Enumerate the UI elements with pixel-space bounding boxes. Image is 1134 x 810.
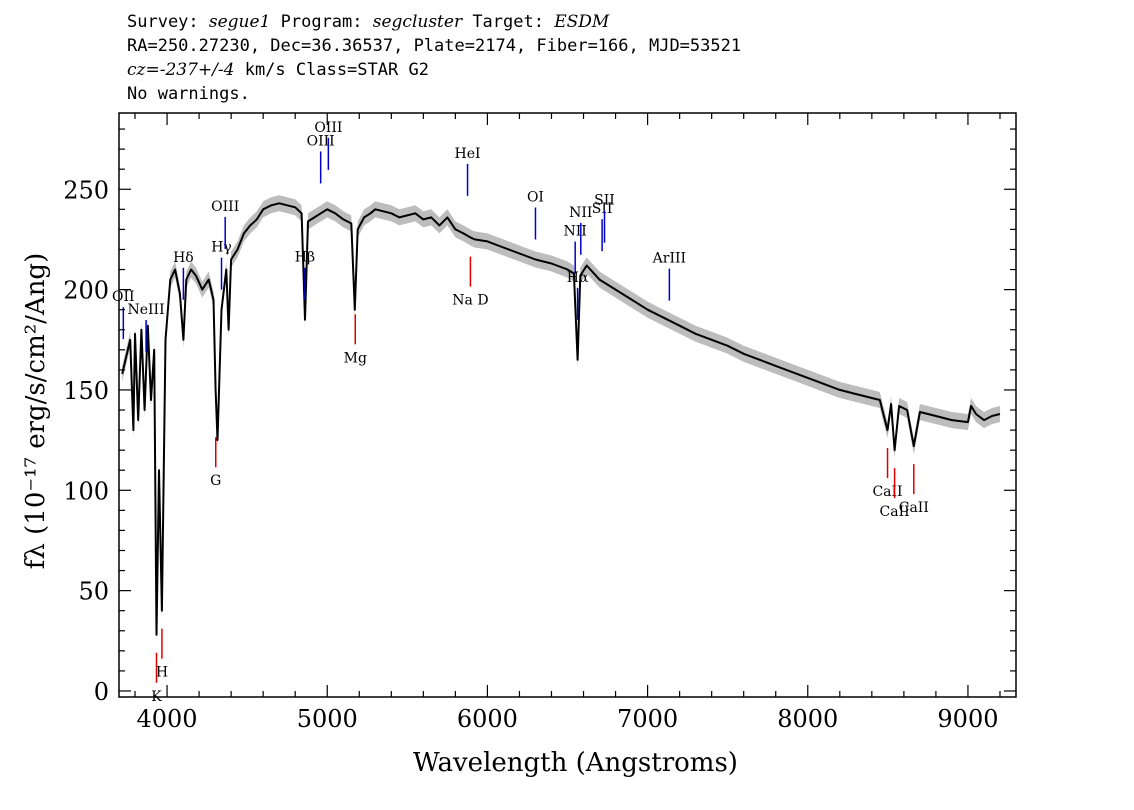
x-tick-label: 6000 [457,705,518,733]
absorption-line-label: CaII [880,504,910,520]
emission-line-label: OI [527,190,544,206]
emission-line-label: SII [594,193,615,209]
header-line-redshift: cz=-237+/-4 km/s Class=STAR G2 [127,58,741,82]
cz-value: -237+/-4 [159,60,235,80]
program-value: segcluster [372,12,463,32]
flux-line [121,202,1001,636]
x-axis-title: Wavelength (Angstroms) [413,748,738,778]
x-tick-label: 7000 [617,705,678,733]
flux-layer [121,202,1001,636]
survey-value: segue1 [208,12,271,32]
emission-line-label: Hα [567,270,589,286]
y-axis-title: fλ (10⁻¹⁷ erg/s/cm²/Ang) [21,253,51,569]
emission-line-label: NII [569,205,592,221]
absorption-line-label: CaII [899,500,929,516]
error-band-layer [122,195,1000,643]
emission-line-label: ArIII [652,251,686,267]
class-text: km/s Class=STAR G2 [234,60,429,80]
y-tick-label: 250 [63,176,109,204]
absorption-line-label: H [156,665,168,681]
target-value: ESDM [554,12,610,32]
emission-line-label: OIII [314,120,342,136]
target-key: Target: [462,12,555,32]
y-tick-label: 200 [63,277,109,305]
plot-frame [118,112,1017,698]
axes-layer: 4000 5000 6000 7000 8000 9000 0 50 100 150 200 250 W… [21,112,1017,778]
emission-line-label: NeIII [127,302,164,318]
emission-line-label: Hγ [211,240,232,256]
emission-line-label: OII [112,289,135,305]
x-tick-label: 4000 [137,705,198,733]
emission-line-label: Hβ [295,250,315,266]
y-tick-label: 50 [78,578,109,606]
emission-line-label: NII [564,224,587,240]
header-line-warnings: No warnings. [127,84,250,104]
y-tick-label: 100 [63,477,109,505]
absorption-line-label: CaII [872,484,902,500]
error-band [122,195,1000,643]
x-tick-label: 5000 [297,705,358,733]
program-key: Program: [270,12,373,32]
header-line-coords: RA=250.27230, Dec=36.36537, Plate=2174, … [127,36,742,56]
emission-line-label: SII [592,201,613,217]
header-line-survey: Survey: segue1 Program: segcluster Targe… [127,10,741,34]
y-tick-label: 0 [94,678,109,706]
absorption-line-label: Mg [344,350,367,366]
x-tick-label: 9000 [937,705,998,733]
spectrum-header: Survey: segue1 Program: segcluster Targe… [127,10,741,106]
x-tick-label: 8000 [777,705,838,733]
emission-line-label: OIII [211,199,239,215]
absorption-line-label: G [210,473,221,489]
cz-key: cz= [127,60,160,80]
emission-line-label: Hδ [173,250,194,266]
emission-line-label: HeI [455,146,481,162]
y-tick-label: 150 [63,377,109,405]
absorption-line-label: Na D [452,293,488,309]
survey-key: Survey: [127,12,209,32]
